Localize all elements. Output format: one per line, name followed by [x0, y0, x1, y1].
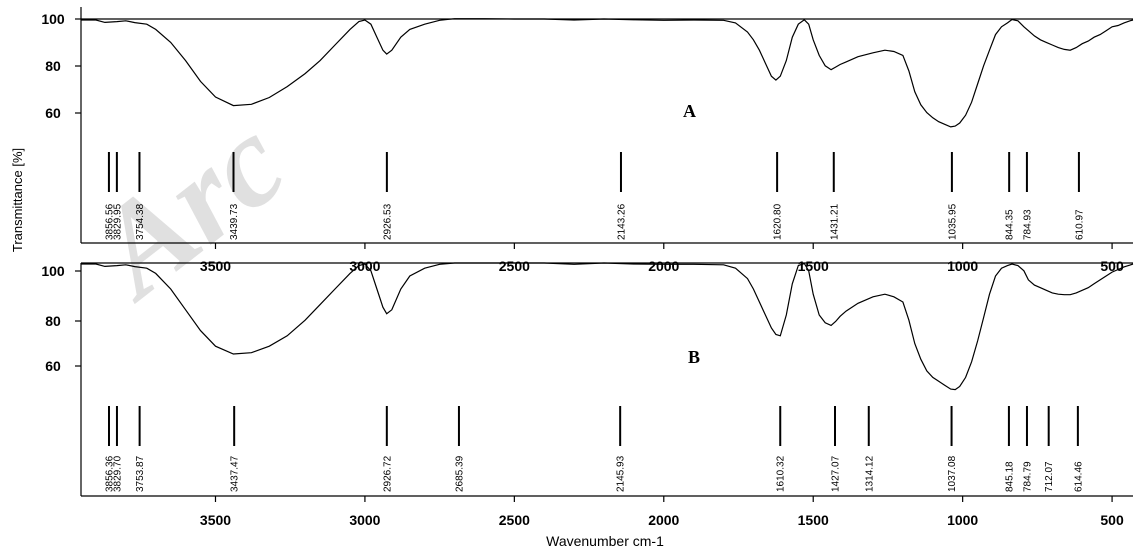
x-tick-label: 1000 [947, 512, 978, 528]
peak-label: 845.18 [1004, 461, 1015, 492]
y-tick-label: 100 [41, 263, 65, 279]
peak-label: 2145.93 [616, 455, 627, 492]
peak-label: 3829.95 [112, 203, 123, 240]
x-tick-label: 3500 [200, 258, 231, 274]
y-tick-label: 60 [45, 358, 61, 374]
x-tick-label: 1000 [947, 258, 978, 274]
panel-b-y-ticks: 100 80 60 [41, 263, 81, 374]
peak-label: 784.79 [1023, 461, 1034, 492]
x-tick-label: 500 [1100, 512, 1124, 528]
peak-label: 1035.95 [947, 203, 958, 240]
peak-label: 1314.12 [864, 455, 875, 492]
peak-label: 784.93 [1022, 209, 1033, 240]
x-axis-label: Wavenumber cm-1 [546, 533, 664, 549]
peak-label: 1037.08 [947, 455, 958, 492]
peak-label: 2926.72 [382, 455, 393, 492]
x-tick-label: 3000 [349, 512, 380, 528]
peak-label: 3753.87 [135, 455, 146, 492]
peak-label: 844.35 [1005, 209, 1016, 240]
peak-label: 712.07 [1044, 461, 1055, 492]
y-tick-label: 80 [45, 58, 61, 74]
panel-a-y-ticks: 100 80 60 [41, 11, 81, 121]
panel-b-x-ticks: 3500 3000 2500 2000 1500 1000 500 [200, 496, 1124, 528]
peak-label: 3439.73 [229, 203, 240, 240]
peak-label: 614.46 [1073, 461, 1084, 492]
panel-b: 100 80 60 3500 3000 2500 2000 1500 1000 500 3856… [41, 262, 1134, 528]
x-tick-label: 1500 [798, 512, 829, 528]
peak-label: 2926.53 [382, 203, 393, 240]
y-axis-label: Transmittance [%] [10, 148, 25, 252]
peak-label: 1427.07 [831, 455, 842, 492]
peak-label: 1610.32 [776, 455, 787, 492]
peak-label: 3856.56 [104, 203, 115, 240]
peak-label: 3856.36 [105, 455, 116, 492]
panel-b-spectrum-line [81, 262, 1134, 391]
y-tick-label: 80 [45, 313, 61, 329]
peak-label: 610.97 [1074, 209, 1085, 240]
panel-b-annotation: B [688, 347, 700, 367]
y-tick-label: 100 [41, 11, 65, 27]
x-tick-label: 2500 [499, 512, 530, 528]
watermark: Arc [64, 89, 312, 327]
peak-label: 2685.39 [454, 455, 465, 492]
peak-label: 3829.70 [113, 455, 124, 492]
y-tick-label: 60 [45, 105, 61, 121]
peak-label: 3437.47 [230, 455, 241, 492]
peak-label: 1431.21 [829, 203, 840, 240]
panel-a-annotation: A [683, 101, 696, 121]
panel-a-x-ticks: 3500 3000 2500 2000 1500 1000 500 [200, 243, 1124, 274]
peak-label: 3754.38 [135, 203, 146, 240]
x-tick-label: 3000 [349, 258, 380, 274]
panel-a-spectrum-line [81, 18, 1134, 128]
x-tick-label: 2000 [648, 258, 679, 274]
x-tick-label: 2000 [648, 512, 679, 528]
x-tick-label: 3500 [200, 512, 231, 528]
peak-label: 1620.80 [773, 203, 784, 240]
x-tick-label: 2500 [499, 258, 530, 274]
x-tick-label: 1500 [798, 258, 829, 274]
peak-label: 2143.26 [617, 203, 628, 240]
